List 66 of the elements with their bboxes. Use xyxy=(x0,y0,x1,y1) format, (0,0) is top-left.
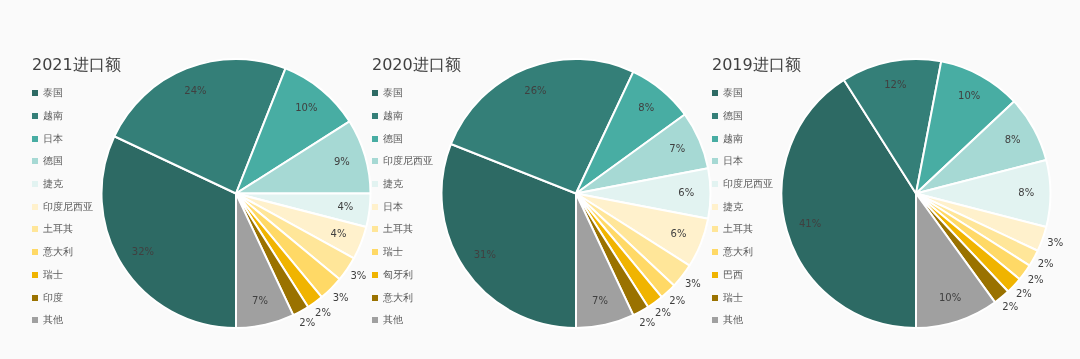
legend-label: 匈牙利 xyxy=(383,267,413,282)
legend-label: 德国 xyxy=(383,131,403,146)
legend-label: 其他 xyxy=(383,313,403,328)
legend-label: 越南 xyxy=(383,109,403,124)
legend-label: 泰国 xyxy=(723,86,743,101)
data-label: 26% xyxy=(524,84,547,96)
data-label: 9% xyxy=(333,156,350,168)
chart-title: 2021进口额 xyxy=(32,55,121,76)
legend-label: 印度尼西亚 xyxy=(43,199,93,214)
data-label: 2% xyxy=(669,294,686,306)
chart-title: 2019进口额 xyxy=(712,55,801,76)
legend-label: 意大利 xyxy=(723,245,753,260)
legend-label: 印度尼西亚 xyxy=(383,154,433,169)
legend-label: 越南 xyxy=(43,109,63,124)
data-label: 3% xyxy=(350,270,367,282)
legend-label: 土耳其 xyxy=(723,222,753,237)
data-label: 8% xyxy=(638,102,655,114)
legend-label: 土耳其 xyxy=(43,222,73,237)
data-label: 4% xyxy=(330,227,347,239)
legend-label: 瑞士 xyxy=(723,290,743,305)
data-label: 2% xyxy=(639,316,656,328)
legend-label: 印度尼西亚 xyxy=(723,177,773,192)
data-label: 3% xyxy=(684,277,701,289)
legend-label: 日本 xyxy=(43,131,63,146)
data-label: 2% xyxy=(315,306,331,318)
legend-label: 印度 xyxy=(43,290,63,305)
legend-label: 日本 xyxy=(723,154,743,169)
data-label: 2% xyxy=(655,306,671,318)
legend-label: 捷克 xyxy=(43,177,63,192)
data-label: 8% xyxy=(1004,133,1021,145)
legend-label: 瑞士 xyxy=(43,267,63,282)
legend-label: 意大利 xyxy=(43,245,73,260)
legend-label: 土耳其 xyxy=(383,222,413,237)
data-label: 3% xyxy=(1047,237,1064,249)
legend-label: 日本 xyxy=(383,199,403,214)
legend-label: 其他 xyxy=(723,313,743,328)
data-label: 2% xyxy=(299,316,316,328)
data-label: 4% xyxy=(337,200,354,212)
data-label: 2% xyxy=(1015,288,1032,300)
data-label: 8% xyxy=(1018,187,1035,199)
data-label: 3% xyxy=(332,291,349,303)
legend-label: 泰国 xyxy=(383,86,403,101)
legend-label: 巴西 xyxy=(723,267,743,282)
data-label: 7% xyxy=(252,294,268,306)
legend-label: 其他 xyxy=(43,313,63,328)
legend-label: 越南 xyxy=(723,131,743,146)
legend-label: 瑞士 xyxy=(383,245,403,260)
data-label: 7% xyxy=(592,294,608,306)
legend-label: 德国 xyxy=(723,109,743,124)
legend-label: 泰国 xyxy=(43,86,63,101)
legend-label: 意大利 xyxy=(383,290,413,305)
data-label: 6% xyxy=(670,227,687,239)
chart-title: 2020进口额 xyxy=(372,55,461,76)
legend-label: 捷克 xyxy=(723,199,743,214)
data-label: 24% xyxy=(184,84,207,96)
data-label: 10% xyxy=(958,90,981,102)
data-label: 12% xyxy=(884,78,907,90)
legend-label: 捷克 xyxy=(383,177,403,192)
legend-label: 德国 xyxy=(43,154,63,169)
data-label: 7% xyxy=(669,143,686,155)
data-label: 10% xyxy=(295,102,318,114)
data-label: 2% xyxy=(1037,258,1054,270)
data-label: 2% xyxy=(1027,274,1044,286)
data-label: 10% xyxy=(938,291,962,303)
data-label: 2% xyxy=(1002,301,1019,313)
data-label: 6% xyxy=(678,187,695,199)
